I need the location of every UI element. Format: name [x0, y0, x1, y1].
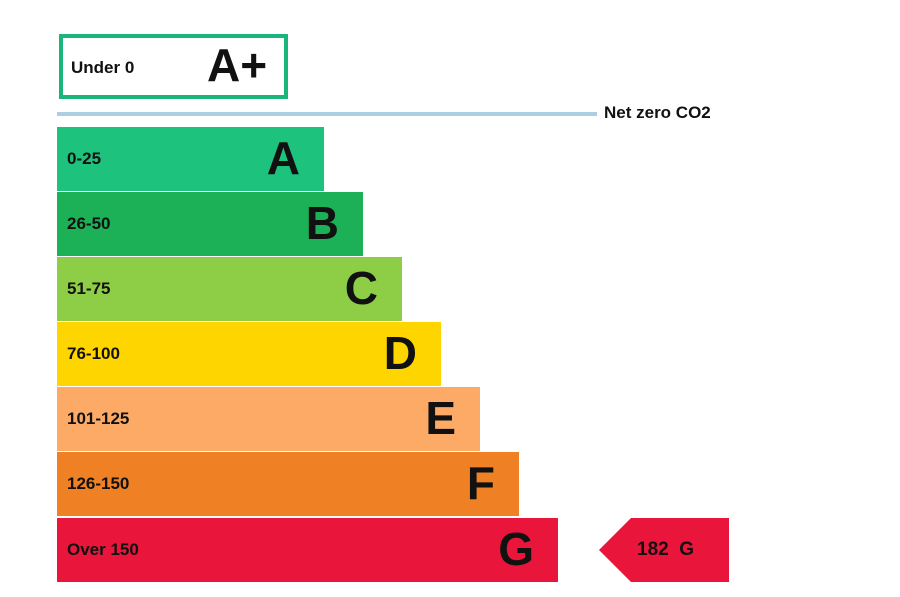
rating-band-c: 51-75 C	[57, 257, 402, 321]
band-range-label: 101-125	[67, 409, 130, 428]
band-letter: F	[466, 457, 495, 509]
band-letter: B	[305, 197, 339, 249]
band-range-label: 26-50	[67, 214, 111, 233]
band-range-label: Under 0	[71, 58, 135, 77]
current-rating-letter: G	[679, 539, 695, 560]
current-rating-arrow: 182 G	[599, 518, 729, 582]
band-letter: C	[344, 262, 378, 314]
current-rating-value: 182	[637, 539, 669, 560]
band-range-label: 51-75	[67, 279, 111, 298]
rating-band-a-plus: Under 0 A+	[59, 34, 288, 99]
net-zero-label: Net zero CO2	[604, 103, 711, 122]
rating-band-e: 101-125 E	[57, 387, 480, 451]
net-zero-line	[57, 112, 597, 116]
arrow-shape	[599, 518, 729, 582]
rating-band-a: 0-25 A	[57, 127, 324, 191]
band-letter: A	[266, 132, 300, 184]
band-letter: G	[498, 523, 534, 575]
band-range-label: 0-25	[67, 149, 102, 168]
rating-band-f: 126-150 F	[57, 452, 519, 516]
band-letter: D	[383, 327, 417, 379]
rating-band-b: 26-50 B	[57, 192, 363, 256]
rating-band-d: 76-100 D	[57, 322, 441, 386]
band-letter: E	[425, 392, 456, 444]
band-range-label: Over 150	[67, 540, 139, 559]
band-range-label: 76-100	[67, 344, 120, 363]
band-range-label: 126-150	[67, 474, 130, 493]
band-letter: A+	[207, 39, 268, 91]
rating-band-g: Over 150 G	[57, 518, 558, 582]
current-rating-label: 182 G	[637, 539, 694, 561]
